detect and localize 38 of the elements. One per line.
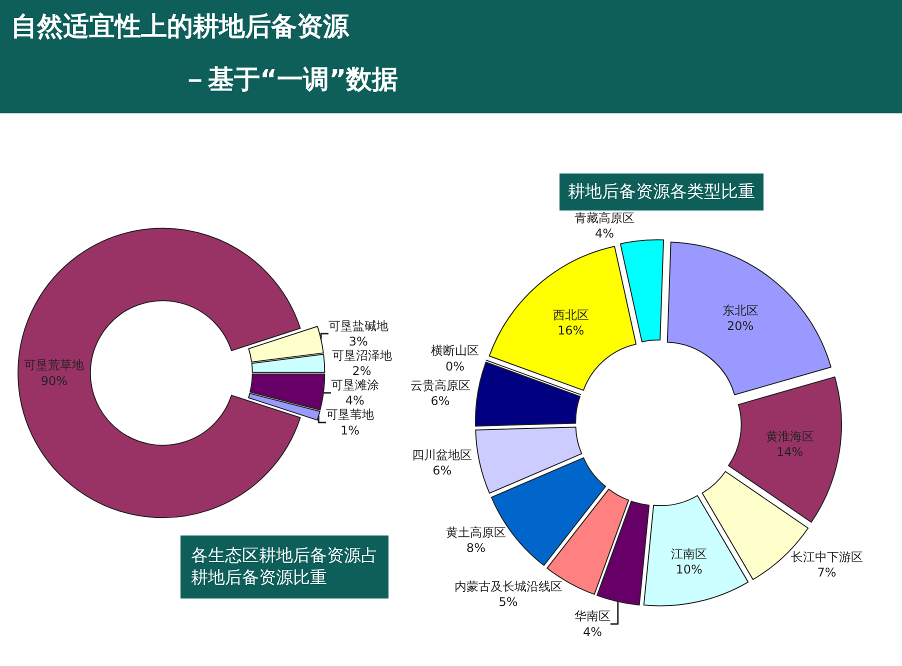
slice-label: 内蒙古及长城沿线区 — [454, 580, 562, 594]
data-label: 4% — [345, 394, 364, 408]
data-label: 6% — [432, 464, 452, 478]
text: 各生态区耕地后备资源占耕地后备资源比重 — [191, 546, 378, 588]
data-label: 4% — [594, 226, 614, 241]
text: 耕地后备资源各类型比重 — [568, 182, 755, 202]
slice-label: 东北区 — [722, 303, 758, 318]
data-label: 1% — [340, 423, 360, 438]
data-label: 6% — [430, 394, 450, 408]
data-label: 5% — [498, 595, 518, 610]
data-label: 7% — [817, 566, 836, 580]
slice-label: 可垦盐碱地 — [328, 318, 388, 333]
slice-label: 华南区 — [574, 609, 610, 624]
data-label: 16% — [557, 324, 584, 338]
slice-label: 黄土高原区 — [446, 525, 506, 540]
slice-label: 黄淮海区 — [766, 429, 814, 444]
slice-label: 可垦沼泽地 — [332, 348, 392, 362]
slice-label: 可垦荒草地 — [24, 358, 84, 372]
data-label: 10% — [676, 562, 702, 577]
category-label: 横断山区 — [430, 344, 479, 358]
data-label: 14% — [776, 444, 804, 459]
chart-title: 自然适宜性上的耕地后备资源 — [11, 12, 350, 42]
chart-subtitle: －基于“一调”数据 — [182, 65, 398, 95]
data-label: 8% — [466, 540, 486, 555]
slice-label: 青藏高原区 — [574, 211, 634, 226]
data-label: 2% — [352, 364, 372, 378]
slice-label: 可垦苇地 — [326, 408, 374, 422]
data-label: 20% — [727, 318, 754, 333]
slice-label: 江南区 — [671, 547, 708, 562]
slice-label: 可垦滩涂 — [330, 378, 379, 392]
data-label: 4% — [582, 624, 602, 639]
text: 0% — [445, 359, 464, 374]
slice-label: 四川盆地区 — [412, 448, 472, 462]
slice-label: 云贵高原区 — [410, 378, 470, 392]
slice-label: 长江中下游区 — [790, 550, 863, 564]
slice-label: 西北区 — [552, 308, 589, 322]
data-label: 3% — [348, 334, 368, 348]
data-label: 90% — [40, 374, 68, 388]
